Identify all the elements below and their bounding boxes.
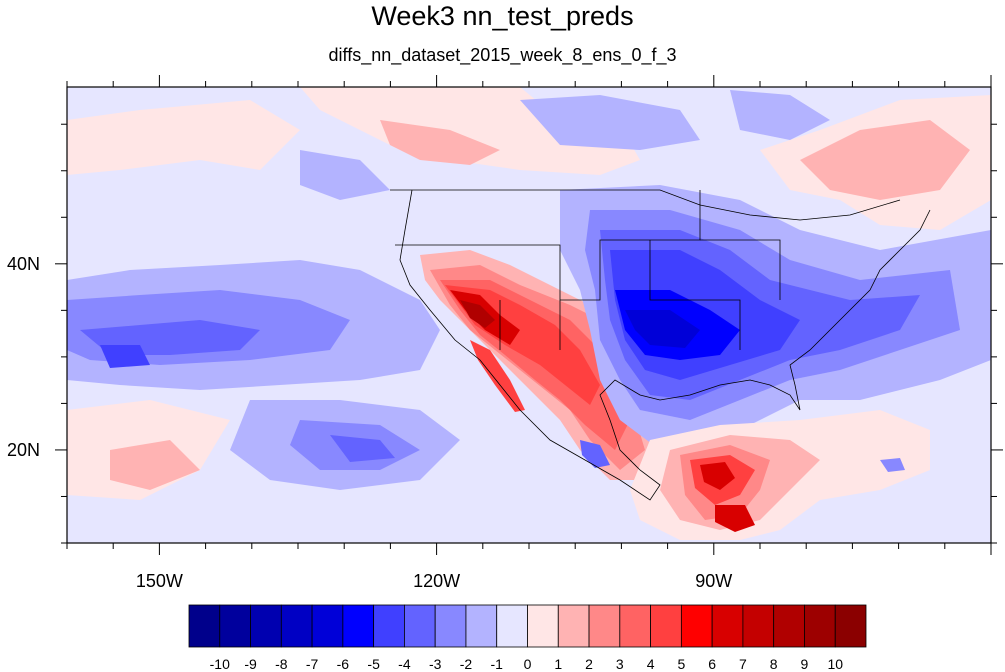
colorbar-swatch bbox=[311, 604, 344, 648]
colorbar-label: 7 bbox=[739, 656, 747, 672]
lat-tick-label: 20N bbox=[6, 439, 40, 460]
colorbar-swatch bbox=[219, 604, 251, 648]
colorbar-swatch bbox=[280, 604, 313, 648]
colorbar-label: -9 bbox=[244, 656, 257, 672]
colorbar-swatch bbox=[742, 604, 775, 648]
colorbar-swatch bbox=[711, 604, 744, 648]
colorbar-label: -10 bbox=[210, 656, 230, 672]
colorbar-label: -2 bbox=[460, 656, 473, 672]
colorbar-swatch bbox=[680, 604, 713, 648]
colorbar-label: 2 bbox=[585, 656, 593, 672]
colorbar-swatch bbox=[465, 604, 498, 648]
colorbar-label: 4 bbox=[647, 656, 655, 672]
colorbar-swatch bbox=[527, 604, 559, 648]
colorbar-swatch bbox=[373, 604, 405, 648]
colorbar-swatch bbox=[250, 604, 282, 648]
plot-title: Week3 nn_test_preds bbox=[371, 1, 634, 31]
colorbar-swatch bbox=[496, 604, 528, 648]
lon-tick-label: 150W bbox=[135, 571, 183, 591]
colorbar-label: -7 bbox=[306, 656, 319, 672]
colorbar-swatch bbox=[650, 604, 682, 648]
colorbar-swatch bbox=[619, 604, 651, 648]
colorbar-swatch bbox=[557, 604, 590, 648]
colorbar-label: 0 bbox=[524, 656, 532, 672]
colorbar-label: -8 bbox=[275, 656, 288, 672]
colorbar-swatch bbox=[773, 604, 805, 648]
colorbar-label: -5 bbox=[367, 656, 380, 672]
colorbar-label: 9 bbox=[801, 656, 809, 672]
colorbar-swatch bbox=[804, 604, 836, 648]
colorbar-label: 5 bbox=[677, 656, 685, 672]
lon-tick-label: 120W bbox=[413, 571, 461, 591]
colorbar-swatch bbox=[404, 604, 436, 648]
colorbar-label: 3 bbox=[616, 656, 624, 672]
colorbar-label: 6 bbox=[708, 656, 716, 672]
coastlines bbox=[390, 189, 931, 501]
map-field bbox=[67, 87, 991, 543]
lat-tick-label: 40N bbox=[6, 253, 40, 274]
colorbar-swatch bbox=[188, 604, 221, 648]
colorbar-label: 1 bbox=[554, 656, 562, 672]
colorbar-label: 10 bbox=[827, 656, 843, 672]
map-ticks bbox=[55, 75, 1003, 555]
colorbar-label: -4 bbox=[398, 656, 411, 672]
colorbar-label: -1 bbox=[491, 656, 504, 672]
colorbar-swatch bbox=[834, 604, 867, 648]
colorbar-label: 8 bbox=[770, 656, 778, 672]
colorbar-swatch bbox=[434, 604, 467, 648]
colorbar: -10 -9 -8 -7 -6 -5 -4 -3 -2 -1 0 1 2 3 4 5 6 7 8 9 10 bbox=[188, 604, 867, 672]
colorbar-label: -3 bbox=[429, 656, 442, 672]
colorbar-swatch bbox=[342, 604, 375, 648]
lon-tick-label: 90W bbox=[695, 571, 733, 591]
plot-subtitle: diffs_nn_dataset_2015_week_8_ens_0_f_3 bbox=[328, 45, 677, 65]
colorbar-label: -6 bbox=[337, 656, 350, 672]
colorbar-swatch bbox=[588, 604, 621, 648]
